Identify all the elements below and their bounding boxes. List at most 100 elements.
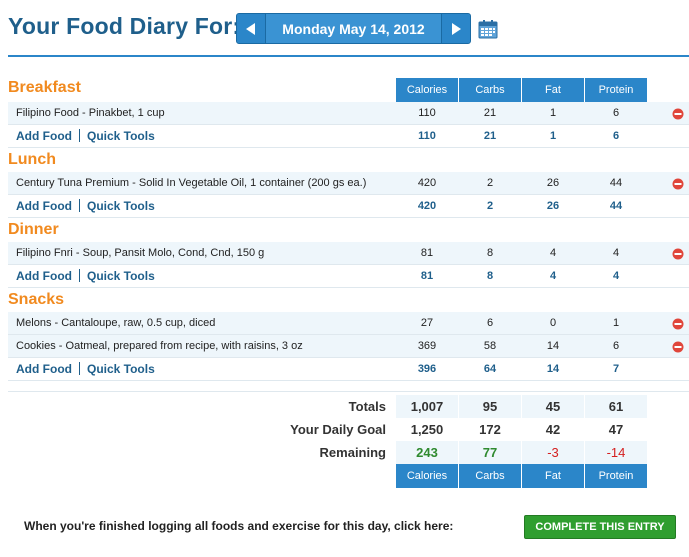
food-protein: 6 [612,340,620,352]
food-calories: 110 [418,107,436,119]
next-day-button[interactable] [442,14,470,43]
footer-column-header-calories: Calories [396,464,458,488]
food-row[interactable]: Filipino Food - Pinakbet, 1 cup 110 21 1… [8,102,689,125]
complete-entry-prompt: When you're finished logging all foods a… [24,519,454,533]
food-row[interactable]: Cookies - Oatmeal, prepared from recipe,… [8,335,689,358]
footer-column-header-protein: Protein [585,464,647,488]
subtotal-fat: 14 [546,363,560,375]
subtotal-calories: 110 [418,130,436,142]
food-name[interactable]: Filipino Fnri - Soup, Pansit Molo, Cond,… [16,247,265,259]
column-header-calories: Calories [396,78,458,102]
delete-icon[interactable] [672,108,684,120]
totals-carbs: 95 [459,395,521,418]
totals-protein: 61 [585,395,647,418]
footer-column-header-carbs: Carbs [459,464,521,488]
add-food-link[interactable]: Add Food [16,199,72,213]
subtotal-protein: 7 [612,363,620,375]
meal-title-dinner: Dinner [8,221,59,238]
food-fat: 14 [546,340,560,352]
link-separator [78,129,80,142]
food-carbs: 2 [486,177,494,189]
food-row[interactable]: Melons - Cantaloupe, raw, 0.5 cup, diced… [8,312,689,335]
delete-icon[interactable] [672,318,684,330]
subtotal-protein: 44 [609,200,623,212]
subtotal-fat: 4 [549,270,557,282]
subtotal-fat: 26 [546,200,560,212]
calendar-icon[interactable] [478,19,498,39]
daily-goal-label: Your Daily Goal [290,422,386,437]
subtotal-fat: 1 [549,130,557,142]
subtotal-carbs: 8 [486,270,494,282]
meal-links: Add Food Quick Tools [16,265,155,288]
food-row[interactable]: Century Tuna Premium - Solid In Vegetabl… [8,172,689,195]
column-header-fat: Fat [522,78,584,102]
meal-links: Add Food Quick Tools [16,125,155,148]
food-calories: 27 [420,317,434,329]
page-title: Your Food Diary For: [8,13,241,39]
meal-subtotal-row: Add Food Quick Tools 420 2 26 44 [8,195,689,218]
link-separator [78,269,80,282]
goal-fat: 42 [522,418,584,441]
link-separator [78,362,80,375]
food-protein: 1 [612,317,620,329]
food-carbs: 21 [483,107,497,119]
totals-fat: 45 [522,395,584,418]
food-calories: 81 [420,247,434,259]
meal-links: Add Food Quick Tools [16,358,155,381]
meal-subtotal-row: Add Food Quick Tools 81 8 4 4 [8,265,689,288]
column-header-protein: Protein [585,78,647,102]
food-protein: 44 [609,177,623,189]
previous-day-button[interactable] [237,14,265,43]
food-fat: 1 [549,107,557,119]
quick-tools-link[interactable]: Quick Tools [86,362,155,376]
food-name[interactable]: Cookies - Oatmeal, prepared from recipe,… [16,340,303,352]
food-protein: 6 [612,107,620,119]
quick-tools-link[interactable]: Quick Tools [86,199,155,213]
food-carbs: 6 [486,317,494,329]
delete-icon[interactable] [672,248,684,260]
goal-protein: 47 [585,418,647,441]
food-protein: 4 [612,247,620,259]
totals-label: Totals [348,399,386,414]
meal-title-lunch: Lunch [8,151,56,168]
subtotal-protein: 6 [612,130,620,142]
food-name[interactable]: Filipino Food - Pinakbet, 1 cup [16,107,165,119]
subtotal-carbs: 64 [483,363,497,375]
remaining-fat: -3 [522,441,584,464]
food-name[interactable]: Century Tuna Premium - Solid In Vegetabl… [16,177,367,189]
subtotal-calories: 81 [420,270,434,282]
footer-column-header-fat: Fat [522,464,584,488]
subtotal-calories: 420 [417,200,437,212]
meal-links: Add Food Quick Tools [16,195,155,218]
meal-title-snacks: Snacks [8,291,65,308]
totals-divider [8,391,689,392]
subtotal-carbs: 21 [483,130,497,142]
subtotal-calories: 396 [417,363,437,375]
quick-tools-link[interactable]: Quick Tools [86,129,155,143]
subtotal-protein: 4 [612,270,620,282]
food-carbs: 8 [486,247,494,259]
meal-subtotal-row: Add Food Quick Tools 110 21 1 6 [8,125,689,148]
column-header-carbs: Carbs [459,78,521,102]
goal-carbs: 172 [459,418,521,441]
add-food-link[interactable]: Add Food [16,129,72,143]
complete-entry-button[interactable]: COMPLETE THIS ENTRY [524,515,676,539]
food-row[interactable]: Filipino Fnri - Soup, Pansit Molo, Cond,… [8,242,689,265]
quick-tools-link[interactable]: Quick Tools [86,269,155,283]
add-food-link[interactable]: Add Food [16,269,72,283]
food-fat: 4 [549,247,557,259]
remaining-carbs: 77 [459,441,521,464]
food-fat: 26 [546,177,560,189]
add-food-link[interactable]: Add Food [16,362,72,376]
date-navigator: Monday May 14, 2012 [236,13,471,44]
chevron-left-icon [246,22,255,35]
remaining-calories: 243 [396,441,458,464]
food-name[interactable]: Melons - Cantaloupe, raw, 0.5 cup, diced [16,317,216,329]
goal-calories: 1,250 [396,418,458,441]
diary-header: Your Food Diary For: Monday May 14, 2012 [0,0,689,58]
delete-icon[interactable] [672,178,684,190]
chevron-right-icon [452,22,461,35]
header-divider [8,55,689,57]
delete-icon[interactable] [672,341,684,353]
meal-title-breakfast: Breakfast [8,79,81,96]
